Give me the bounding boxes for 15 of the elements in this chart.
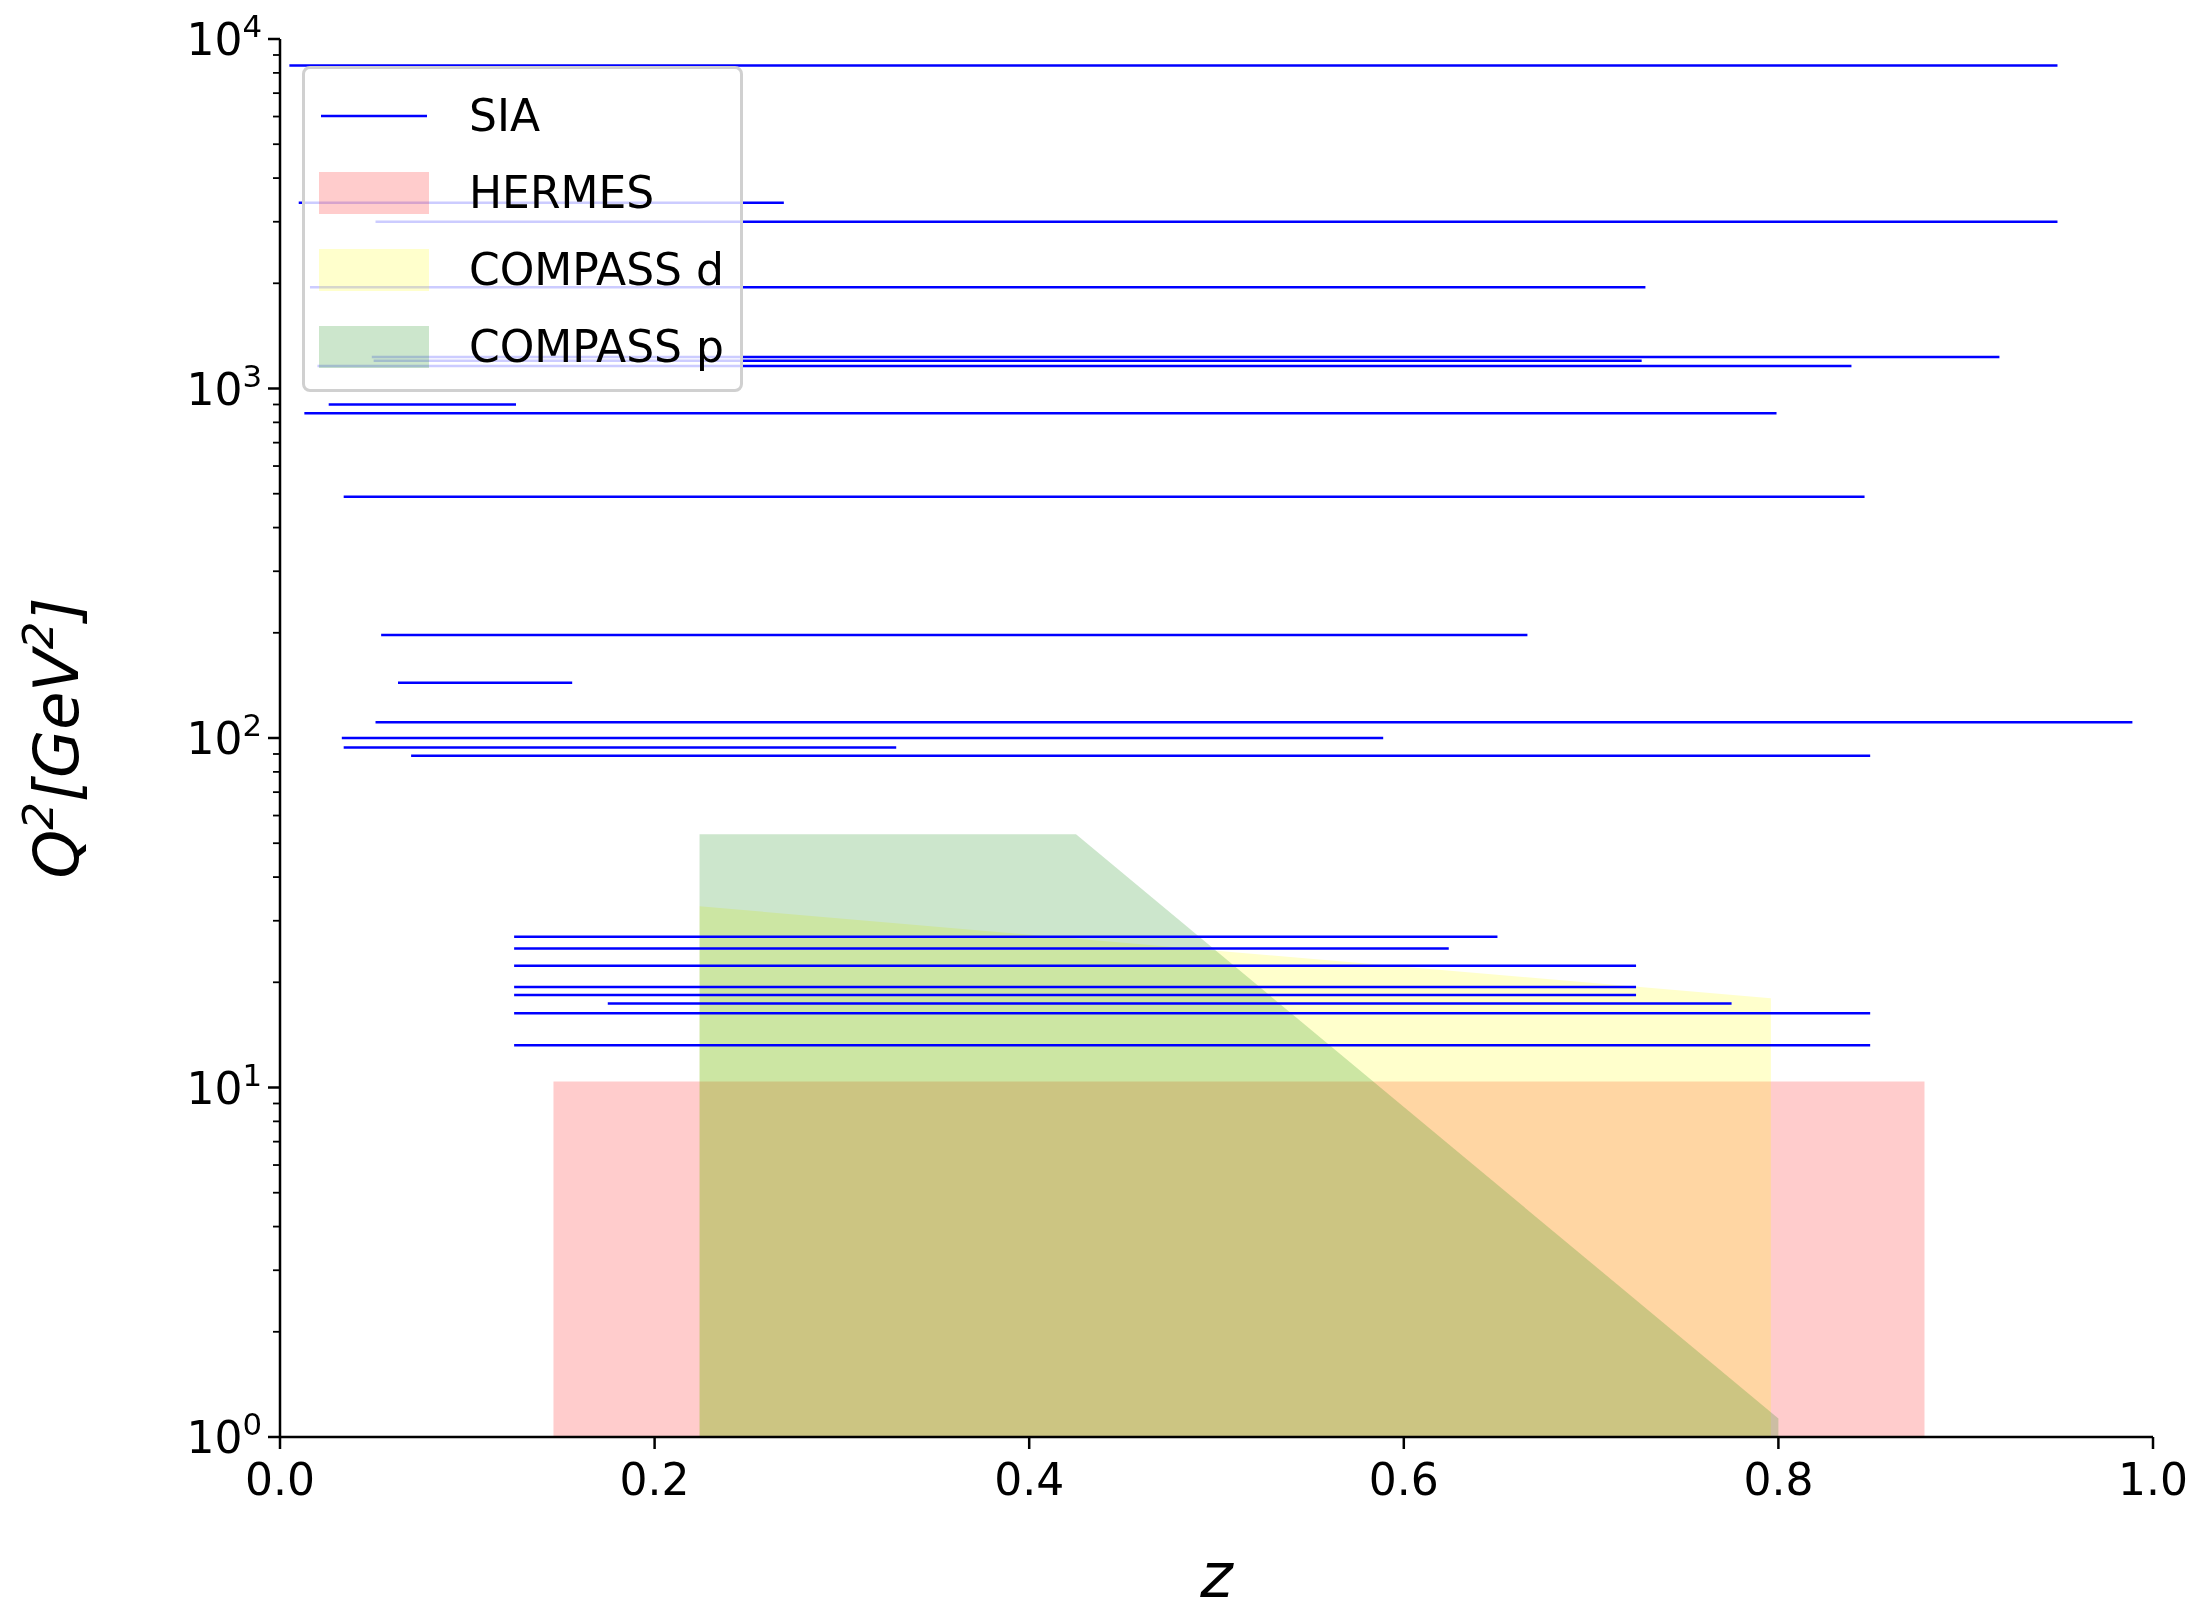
legend-label: HERMES [469,167,655,218]
x-axis-title: z [1199,1539,1235,1612]
x-tick-label: 0.2 [619,1454,690,1505]
legend-label: COMPASS d [469,244,724,295]
x-tick-label: 0.6 [1368,1454,1439,1505]
y-tick-label: 10$^{4}$ [186,8,262,65]
x-tick-label: 0.4 [994,1454,1065,1505]
y-tick-label: 10$^{1}$ [186,1056,262,1114]
y-tick-label: 10$^{3}$ [186,357,262,415]
y-tick-label: 10$^{2}$ [186,707,262,764]
x-tick-label: 1.0 [2118,1454,2188,1505]
x-tick-label: 0.0 [245,1454,315,1505]
legend-label: SIA [469,90,541,141]
legend-label: COMPASS p [469,321,724,372]
x-tick-label: 0.8 [1743,1454,1814,1505]
